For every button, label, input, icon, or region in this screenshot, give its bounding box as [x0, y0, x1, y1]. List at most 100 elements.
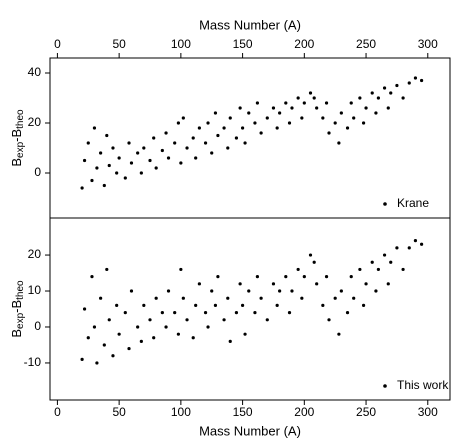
point	[102, 183, 106, 188]
point	[413, 76, 418, 80]
point	[265, 116, 269, 120]
point	[107, 318, 111, 322]
point	[364, 282, 368, 286]
point	[271, 282, 276, 286]
y-tick-label: 20	[28, 247, 42, 261]
point	[115, 171, 119, 175]
point	[99, 151, 103, 155]
y-axis-subscript: exp	[15, 141, 26, 158]
point	[255, 275, 260, 279]
point	[95, 361, 99, 365]
point	[92, 325, 97, 329]
point	[226, 146, 230, 150]
point	[300, 296, 304, 300]
point	[337, 141, 341, 145]
point	[222, 126, 226, 130]
point	[107, 163, 111, 168]
x-tick-label: 250	[356, 37, 376, 51]
point	[216, 133, 220, 138]
y-axis-title: Bexp-Btheo	[9, 109, 26, 167]
point	[228, 116, 232, 120]
point	[259, 296, 263, 300]
point	[197, 282, 201, 286]
point	[243, 332, 247, 336]
point	[185, 318, 189, 322]
point	[127, 141, 131, 145]
point	[90, 178, 94, 183]
point	[339, 111, 343, 115]
point	[265, 318, 269, 322]
y-axis-base: -B	[9, 300, 24, 313]
point	[382, 86, 387, 90]
point	[203, 310, 208, 315]
point	[290, 289, 294, 293]
point	[111, 354, 115, 358]
point	[115, 303, 119, 308]
point	[222, 318, 226, 322]
point	[213, 111, 218, 115]
point	[413, 239, 418, 243]
point	[382, 253, 387, 257]
point	[181, 296, 185, 300]
point	[315, 106, 319, 110]
legend-label: This work	[397, 378, 449, 392]
point	[361, 303, 366, 308]
point	[105, 267, 109, 272]
x-tick-label: 200	[294, 37, 314, 51]
point	[139, 171, 143, 175]
y-tick-label: 0	[34, 165, 41, 179]
point	[210, 289, 214, 293]
point	[92, 126, 97, 130]
point	[95, 166, 99, 170]
point	[333, 121, 337, 125]
point	[179, 161, 183, 165]
point	[259, 131, 263, 135]
point	[315, 282, 319, 286]
point	[321, 116, 325, 120]
point	[300, 116, 304, 120]
point	[376, 96, 380, 100]
x-tick-label: 100	[171, 37, 191, 51]
point	[102, 343, 106, 347]
point	[191, 136, 195, 140]
x-tick-label: 300	[418, 37, 438, 51]
point	[247, 289, 251, 293]
point	[154, 166, 158, 170]
point	[352, 116, 356, 120]
point	[154, 296, 158, 300]
point	[271, 106, 276, 110]
x-tick-label: 0	[54, 37, 61, 51]
point	[407, 246, 411, 250]
point	[337, 332, 341, 336]
point	[395, 246, 399, 250]
point	[302, 275, 306, 279]
point	[86, 336, 90, 340]
y-tick-label: 20	[28, 115, 42, 129]
point	[176, 332, 180, 336]
point	[327, 318, 331, 322]
point	[240, 126, 245, 130]
point	[129, 289, 134, 293]
point	[136, 325, 140, 329]
point	[290, 106, 294, 110]
x-tick-label: 0	[54, 405, 61, 419]
point	[127, 346, 131, 351]
point	[284, 101, 288, 105]
point	[420, 78, 424, 83]
point	[152, 336, 156, 340]
x-tick-label: 50	[112, 37, 126, 51]
point	[216, 275, 220, 279]
point	[164, 325, 168, 329]
point	[123, 176, 127, 180]
point	[275, 126, 279, 130]
point	[253, 121, 257, 125]
point	[287, 121, 292, 125]
point	[407, 81, 411, 85]
point	[253, 310, 257, 315]
point	[349, 101, 353, 105]
y-axis-base: -B	[9, 129, 24, 142]
point	[117, 332, 121, 336]
x-axis-title: Mass Number (A)	[199, 17, 301, 32]
point	[117, 156, 121, 160]
